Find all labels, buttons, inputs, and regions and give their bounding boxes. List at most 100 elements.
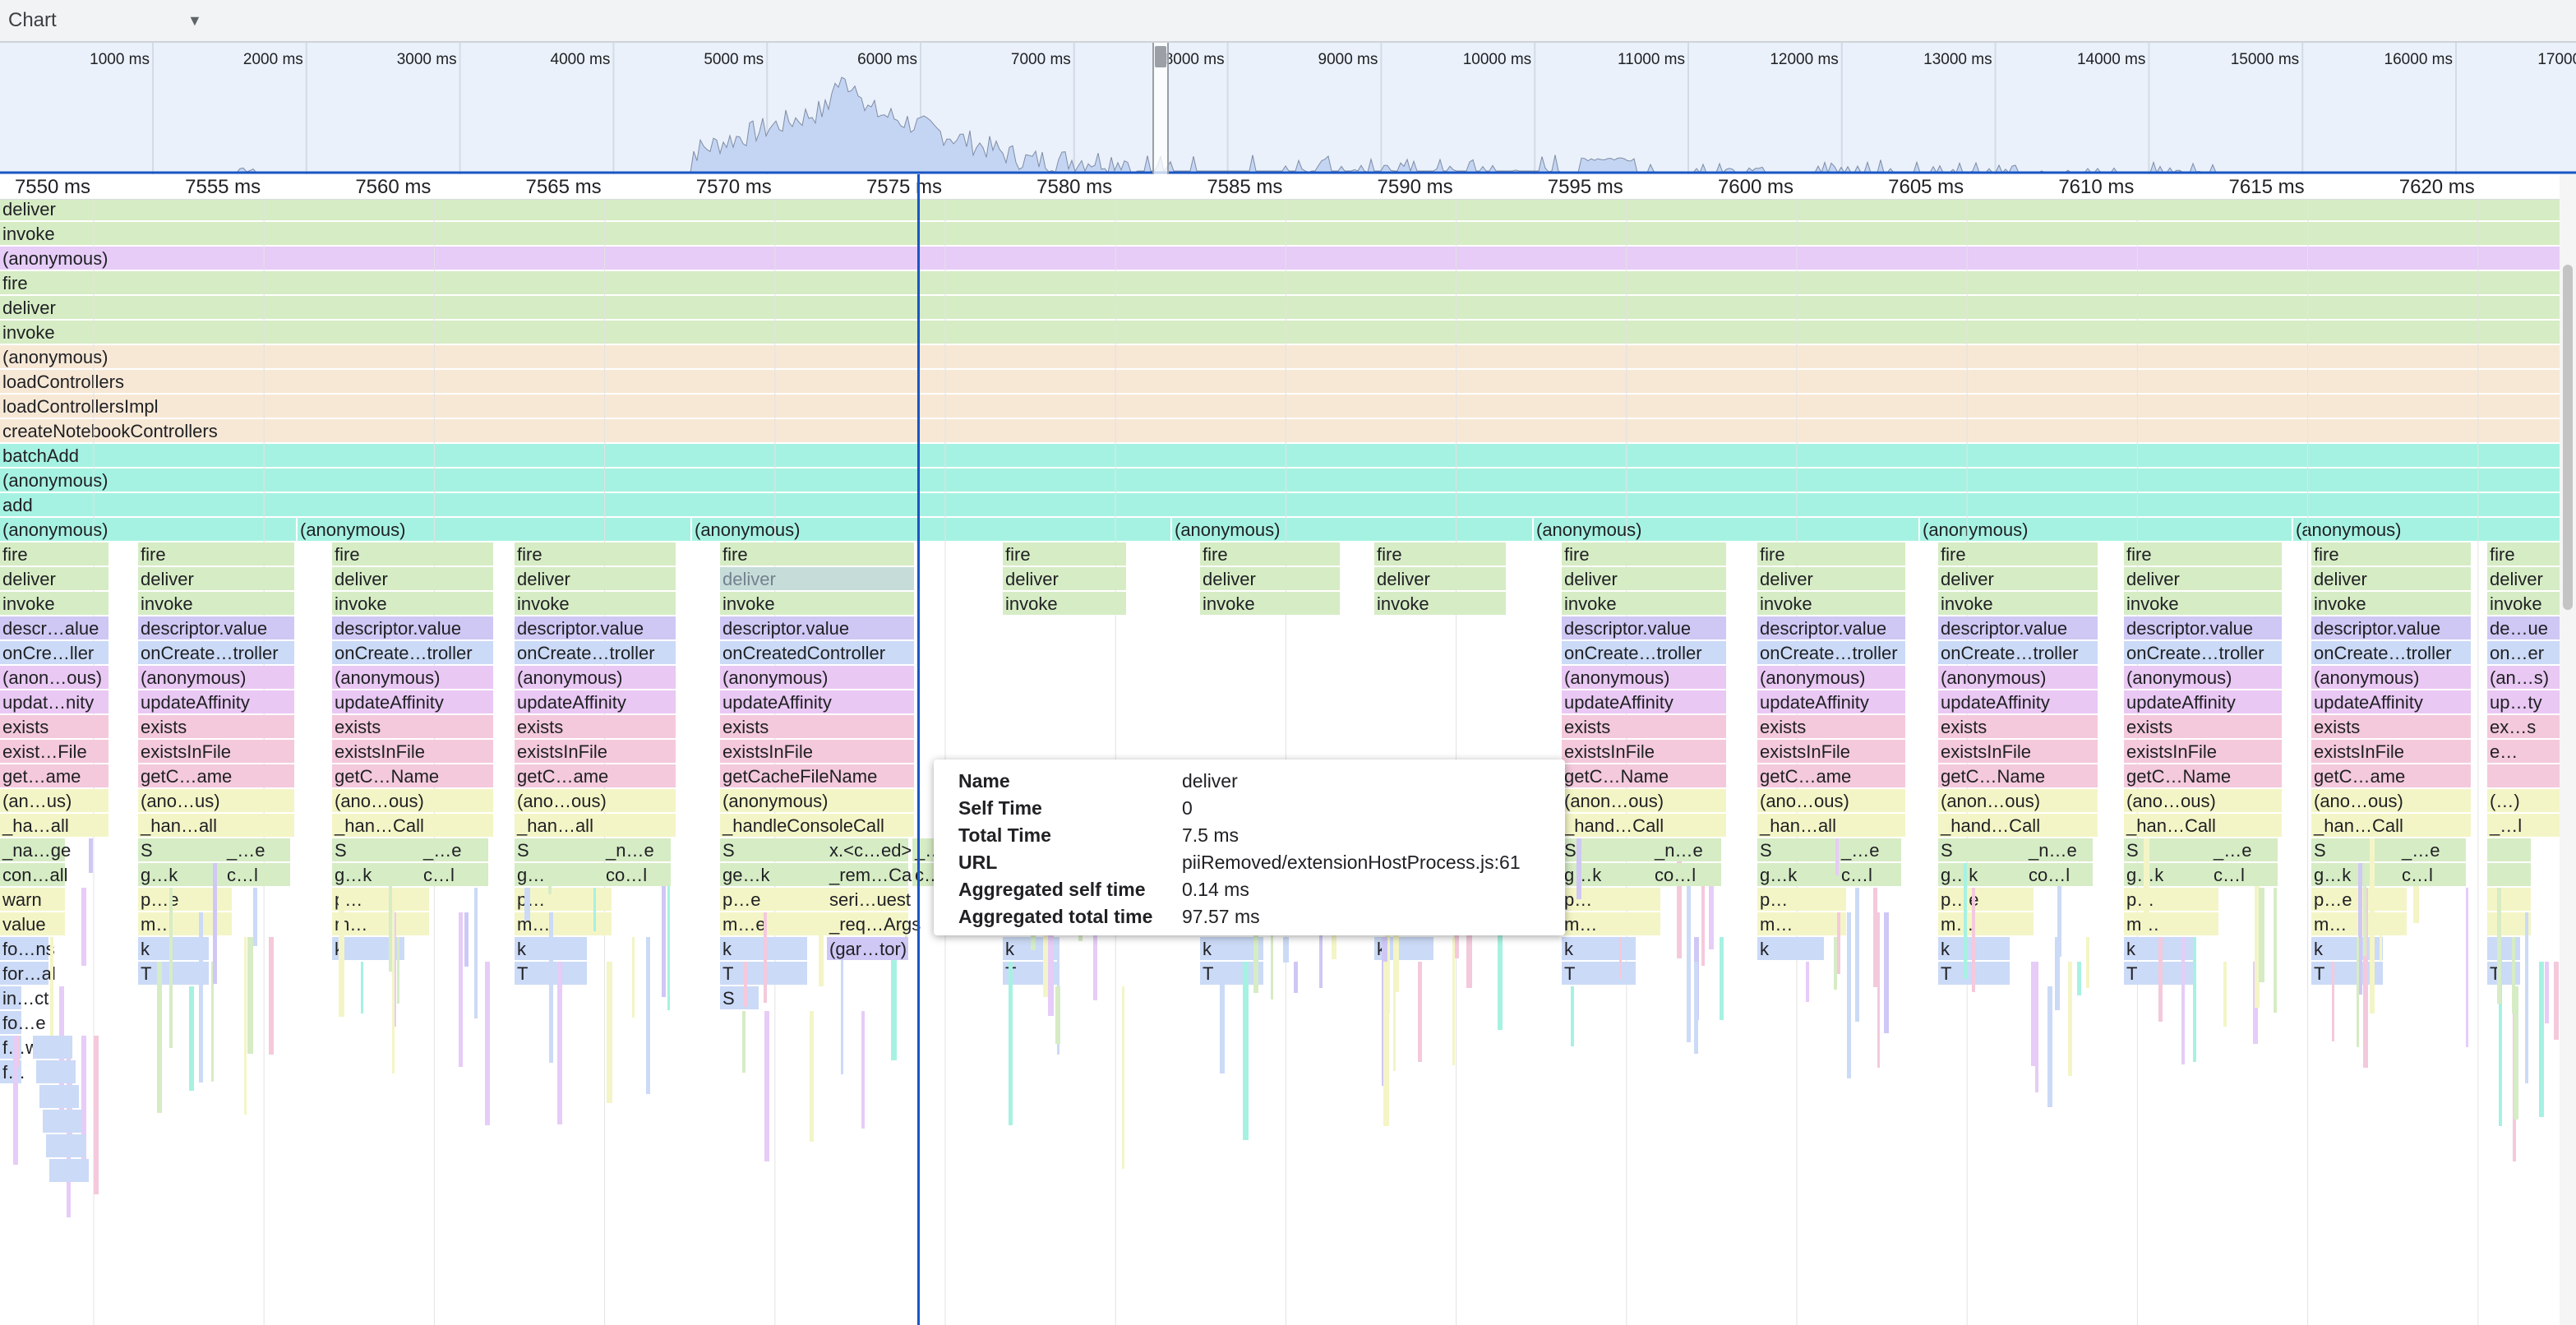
call-frame-0-17[interactable]: for…al <box>0 962 56 985</box>
call-frame-12-11[interactable]: _han…Call <box>2311 814 2471 837</box>
flame-block[interactable] <box>1562 690 1726 713</box>
call-frame-0-2[interactable]: invoke <box>0 592 108 615</box>
flame-block[interactable] <box>2211 838 2278 861</box>
flame-block[interactable] <box>2293 518 2560 541</box>
flame-block[interactable] <box>1172 518 1532 541</box>
flame-block[interactable] <box>0 197 2560 220</box>
flame-block[interactable] <box>0 321 2560 344</box>
flame-block[interactable] <box>1938 764 2098 787</box>
call-frame-2-8[interactable]: existsInFile <box>332 740 493 763</box>
flame-block[interactable] <box>2124 789 2282 812</box>
flame-block[interactable] <box>1374 542 1506 566</box>
flame-block[interactable] <box>720 740 914 763</box>
call-frame-9-9[interactable]: getC…ame <box>1757 764 1905 787</box>
call-frame-side[interactable]: seri…uest <box>827 888 911 911</box>
call-frame-12-10[interactable]: (ano…ous) <box>2311 789 2471 812</box>
call-frame-3-12[interactable]: S <box>515 838 612 861</box>
call-frame-11-6[interactable]: updateAffinity <box>2124 690 2282 713</box>
flame-block[interactable] <box>332 912 429 935</box>
call-frame-8-4[interactable]: onCreate…troller <box>1562 641 1726 664</box>
call-frame-13-1[interactable]: deliver <box>2487 567 2560 590</box>
flame-block[interactable] <box>138 789 294 812</box>
flame-block[interactable] <box>720 542 914 566</box>
call-frame-9-15[interactable]: m… <box>1757 912 1846 935</box>
flame-block[interactable] <box>720 789 914 812</box>
flame-block[interactable] <box>1562 912 1660 935</box>
flame-block[interactable] <box>1938 863 2034 886</box>
flame-block[interactable] <box>2311 592 2471 615</box>
flame-block[interactable] <box>0 419 2560 442</box>
flame-block[interactable] <box>2487 863 2531 886</box>
call-frame-4-2[interactable]: invoke <box>720 592 914 615</box>
call-frame-side[interactable]: c…l <box>2211 863 2278 886</box>
call-frame-9-5[interactable]: (anonymous) <box>1757 666 1905 689</box>
flame-block[interactable] <box>224 838 290 861</box>
call-frame-4-9[interactable]: getCacheFileName <box>720 764 914 787</box>
flame-block[interactable] <box>827 888 908 911</box>
flame-block[interactable] <box>1562 567 1726 590</box>
flame-block[interactable] <box>2487 715 2560 738</box>
call-frame-2-0[interactable]: fire <box>332 542 493 566</box>
call-frame-2-7[interactable]: exists <box>332 715 493 738</box>
call-frame-13-4[interactable]: on…er <box>2487 641 2560 664</box>
call-frame-side[interactable]: _…e <box>2399 838 2466 861</box>
flame-block[interactable] <box>2211 863 2278 886</box>
flame-block[interactable] <box>298 518 690 541</box>
call-frame-0-16[interactable]: fo…ns <box>0 937 55 960</box>
call-frame-side[interactable]: co…l <box>2026 863 2093 886</box>
call-frame-11-9[interactable]: getC…Name <box>2124 764 2282 787</box>
flame-block[interactable] <box>515 567 676 590</box>
flame-block[interactable] <box>0 370 2560 393</box>
flame-block[interactable] <box>138 814 294 837</box>
flame-block[interactable] <box>1562 666 1726 689</box>
anonymous-call-block[interactable]: (anonymous) <box>692 518 1170 541</box>
flame-block[interactable] <box>1938 715 2098 738</box>
call-frame-13-5[interactable]: (an…s) <box>2487 666 2560 689</box>
flame-block[interactable] <box>0 1011 21 1034</box>
call-frame-4-12[interactable]: S <box>720 838 837 861</box>
call-frame-11-15[interactable]: m… <box>2124 912 2218 935</box>
flame-block[interactable] <box>0 222 2560 245</box>
flame-block[interactable] <box>1938 838 2034 861</box>
flame-row-13[interactable]: add <box>0 493 2560 516</box>
flame-block[interactable] <box>1374 567 1506 590</box>
flame-block[interactable] <box>720 641 914 664</box>
flame-block[interactable] <box>0 567 108 590</box>
call-frame-side[interactable]: co…l <box>1652 863 1721 886</box>
flame-block[interactable] <box>332 690 493 713</box>
call-frame-13-6[interactable]: up…ty <box>2487 690 2560 713</box>
flame-block[interactable] <box>332 764 493 787</box>
call-frame-12-0[interactable]: fire <box>2311 542 2471 566</box>
flame-block[interactable] <box>332 789 493 812</box>
call-frame-2-15[interactable]: m… <box>332 912 429 935</box>
flame-block[interactable] <box>827 863 908 886</box>
call-frame-0-5[interactable]: (anon…ous) <box>0 666 108 689</box>
call-frame-9-3[interactable]: descriptor.value <box>1757 616 1905 639</box>
call-frame-7-2[interactable]: invoke <box>1374 592 1506 615</box>
call-frame-1-3[interactable]: descriptor.value <box>138 616 294 639</box>
flame-block[interactable] <box>1938 592 2098 615</box>
call-frame-10-4[interactable]: onCreate…troller <box>1938 641 2098 664</box>
call-frame-1-13[interactable]: g…k <box>138 863 232 886</box>
call-frame-8-0[interactable]: fire <box>1562 542 1726 566</box>
flame-block[interactable] <box>1938 912 2034 935</box>
flame-block[interactable] <box>1200 542 1340 566</box>
call-frame-13-8[interactable]: e… <box>2487 740 2560 763</box>
flame-block[interactable] <box>2026 863 2093 886</box>
flame-block[interactable] <box>421 863 488 886</box>
call-frame-1-9[interactable]: getC…ame <box>138 764 294 787</box>
call-frame-3-8[interactable]: existsInFile <box>515 740 676 763</box>
call-frame-4-10[interactable]: (anonymous) <box>720 789 914 812</box>
call-frame-0-7[interactable]: exists <box>0 715 108 738</box>
call-frame-2-6[interactable]: updateAffinity <box>332 690 493 713</box>
flame-block[interactable] <box>2124 814 2282 837</box>
flame-block[interactable] <box>1920 518 2292 541</box>
flame-block[interactable] <box>1562 592 1726 615</box>
call-frame-1-16[interactable]: k <box>138 937 209 960</box>
flame-row-9[interactable]: loadControllersImpl <box>0 395 2560 418</box>
flame-block[interactable] <box>138 764 294 787</box>
call-frame-9-12[interactable]: S <box>1757 838 1846 861</box>
flame-block[interactable] <box>2124 641 2282 664</box>
vertical-scrollbar[interactable] <box>2560 174 2576 1325</box>
flame-block[interactable] <box>2399 863 2466 886</box>
